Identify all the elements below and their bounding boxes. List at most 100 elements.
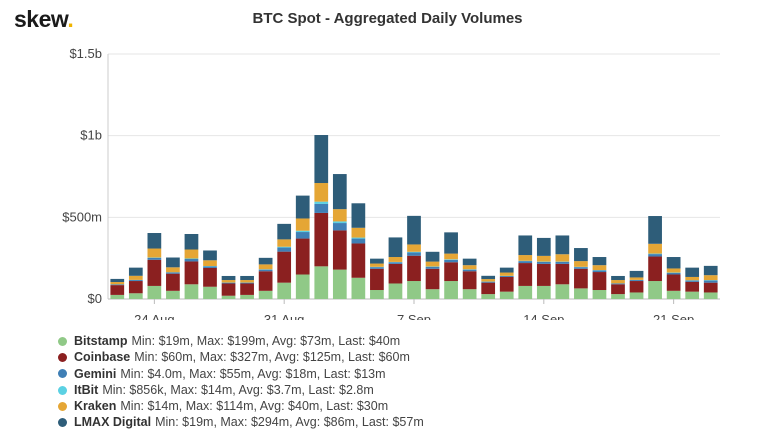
bar-segment: [555, 263, 570, 285]
bar-segment: [462, 271, 477, 290]
bar-segment: [258, 264, 273, 270]
legend-series-stats: Min: $19m, Max: $294m, Avg: $86m, Last: …: [155, 415, 424, 430]
bar-segment: [258, 257, 273, 265]
bar-segment: [592, 270, 607, 273]
y-tick-label: $1.5b: [69, 46, 102, 61]
bar-segment: [314, 135, 329, 184]
bar-stack[interactable]: [462, 258, 477, 299]
bar-segment: [574, 267, 588, 269]
bar-segment: [332, 223, 347, 231]
bar-segment: [351, 227, 366, 238]
bar-segment: [629, 270, 644, 278]
bar-segment: [184, 233, 199, 250]
bar-segment: [574, 288, 588, 299]
bar-segment: [592, 265, 607, 271]
bar-segment: [128, 293, 143, 299]
bar-segment: [407, 215, 421, 245]
bar-segment: [481, 282, 496, 295]
bar-stack[interactable]: [203, 250, 217, 299]
bar-segment: [314, 212, 329, 267]
bar-segment: [332, 230, 347, 270]
bar-segment: [536, 255, 551, 262]
bar-stack[interactable]: [536, 237, 551, 299]
legend-item[interactable]: Kraken Min: $14m, Max: $114m, Avg: $40m, …: [58, 398, 424, 414]
bar-segment: [147, 248, 162, 258]
bar-stack[interactable]: [666, 257, 681, 299]
bar-stack[interactable]: [128, 267, 143, 299]
x-tick-label: 7 Sep: [397, 312, 431, 320]
bar-stack[interactable]: [147, 233, 162, 299]
legend-item[interactable]: LMAX Digital Min: $19m, Max: $294m, Avg: …: [58, 414, 424, 430]
bar-segment: [666, 272, 681, 275]
bar-segment: [332, 209, 347, 222]
bar-segment: [351, 277, 366, 299]
bar-segment: [407, 244, 421, 252]
bar-segment: [128, 275, 143, 280]
bar-stack[interactable]: [425, 251, 440, 299]
bar-stack[interactable]: [592, 257, 607, 299]
bar-stack[interactable]: [351, 203, 366, 299]
bar-segment: [277, 246, 292, 248]
bar-stack[interactable]: [407, 215, 421, 299]
bar-segment: [240, 280, 254, 283]
bar-stack-group: [110, 135, 718, 299]
bar-stack[interactable]: [388, 237, 403, 299]
skew-logo: skew.: [14, 6, 74, 32]
bar-stack[interactable]: [574, 248, 588, 299]
bar-stack[interactable]: [481, 275, 496, 299]
bar-segment: [611, 284, 625, 295]
bar-stack[interactable]: [240, 275, 254, 299]
bar-segment: [518, 261, 533, 264]
bar-segment: [240, 282, 254, 284]
bar-segment: [574, 248, 588, 262]
bar-segment: [240, 283, 254, 295]
bar-segment: [295, 195, 310, 219]
legend-item[interactable]: Coinbase Min: $60m, Max: $327m, Avg: $125…: [58, 349, 424, 365]
bar-segment: [166, 273, 180, 291]
bar-segment: [277, 247, 292, 252]
bar-segment: [184, 249, 199, 259]
bar-segment: [370, 267, 384, 269]
bar-segment: [555, 254, 570, 262]
legend-series-stats: Min: $4.0m, Max: $55m, Avg: $18m, Last: …: [120, 366, 386, 381]
bar-segment: [518, 255, 533, 261]
bar-segment: [351, 203, 366, 228]
bar-segment: [314, 266, 329, 299]
x-tick-label: 31 Aug: [264, 312, 305, 320]
bar-segment: [147, 233, 162, 249]
bar-stack[interactable]: [110, 278, 125, 299]
bar-stack[interactable]: [703, 265, 718, 299]
bar-segment: [518, 285, 533, 299]
bar-stack[interactable]: [499, 267, 514, 299]
bar-segment: [388, 262, 403, 264]
chart-title: BTC Spot - Aggregated Daily Volumes: [252, 10, 523, 27]
bar-stack[interactable]: [648, 216, 662, 299]
bar-stack[interactable]: [685, 267, 700, 299]
bar-stack[interactable]: [295, 195, 310, 299]
bar-segment: [703, 282, 718, 293]
bar-segment: [295, 232, 310, 239]
bar-stack[interactable]: [258, 257, 273, 299]
bar-segment: [184, 261, 199, 285]
legend-item[interactable]: ItBit Min: $856k, Max: $14m, Avg: $3.7m, …: [58, 382, 424, 398]
legend-swatch: [58, 385, 67, 395]
bar-segment: [555, 235, 570, 255]
bar-stack[interactable]: [332, 174, 347, 299]
bar-segment: [277, 282, 292, 299]
bar-stack[interactable]: [277, 223, 292, 299]
bar-stack[interactable]: [629, 270, 644, 299]
legend-item[interactable]: Bitstamp Min: $19m, Max: $199m, Avg: $73m…: [58, 333, 424, 349]
bar-stack[interactable]: [184, 233, 199, 299]
bar-stack[interactable]: [221, 275, 236, 299]
bar-stack[interactable]: [555, 235, 570, 299]
bar-stack[interactable]: [370, 258, 384, 299]
bar-stack[interactable]: [444, 232, 458, 299]
bar-segment: [240, 294, 254, 299]
bar-segment: [221, 295, 236, 299]
bar-segment: [685, 280, 700, 282]
bar-stack[interactable]: [314, 135, 329, 299]
bar-stack[interactable]: [166, 257, 180, 299]
legend-item[interactable]: Gemini Min: $4.0m, Max: $55m, Avg: $18m, …: [58, 366, 424, 382]
bar-stack[interactable]: [518, 235, 533, 299]
bar-stack[interactable]: [611, 275, 625, 299]
